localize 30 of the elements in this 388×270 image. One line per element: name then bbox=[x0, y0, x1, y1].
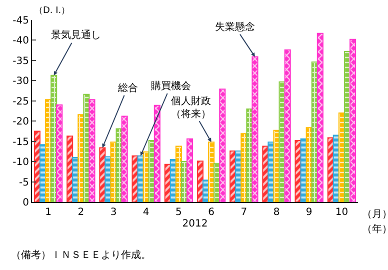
y-tick-label: -10 bbox=[12, 157, 29, 168]
y-tick-label: -45 bbox=[12, 16, 29, 26]
x-tick-label: 8 bbox=[273, 207, 280, 218]
text: 個人財政（将来） bbox=[171, 95, 211, 120]
y-tick-label: -40 bbox=[12, 36, 29, 47]
text: （年） bbox=[362, 223, 388, 235]
x-tick-label: 4 bbox=[142, 207, 150, 218]
x-tick-label: 6 bbox=[208, 207, 214, 218]
y-tick-label: -35 bbox=[12, 56, 29, 67]
y-tick-label: 0 bbox=[22, 198, 29, 208]
x-tick-label: 7 bbox=[240, 207, 248, 218]
text: 総合 bbox=[117, 82, 138, 94]
x-tick-label: 1 bbox=[45, 207, 52, 218]
x-tick-label: 9 bbox=[306, 207, 312, 218]
x-tick-label: 2 bbox=[78, 207, 84, 218]
y-tick-label: -30 bbox=[12, 76, 29, 88]
text: （月） bbox=[362, 209, 388, 220]
x-tick-label: 3 bbox=[110, 207, 117, 218]
y-tick-label: -20 bbox=[12, 116, 29, 128]
text: 景気見通し bbox=[51, 29, 101, 41]
x-axis-title: 2012 bbox=[182, 218, 208, 230]
y-tick-label: -25 bbox=[12, 96, 29, 108]
y-tick-label: -15 bbox=[12, 136, 29, 148]
text: 失業懸念 bbox=[215, 21, 255, 33]
text: 購買機会 bbox=[151, 80, 191, 92]
y-axis-title: （D. I.） bbox=[34, 6, 70, 16]
x-tick-label: 10 bbox=[335, 207, 348, 218]
y-tick-label: -5 bbox=[19, 177, 29, 188]
text: （備考）ＩＮＳＥＥより作成。 bbox=[11, 249, 151, 261]
x-tick-label: 5 bbox=[176, 207, 182, 218]
